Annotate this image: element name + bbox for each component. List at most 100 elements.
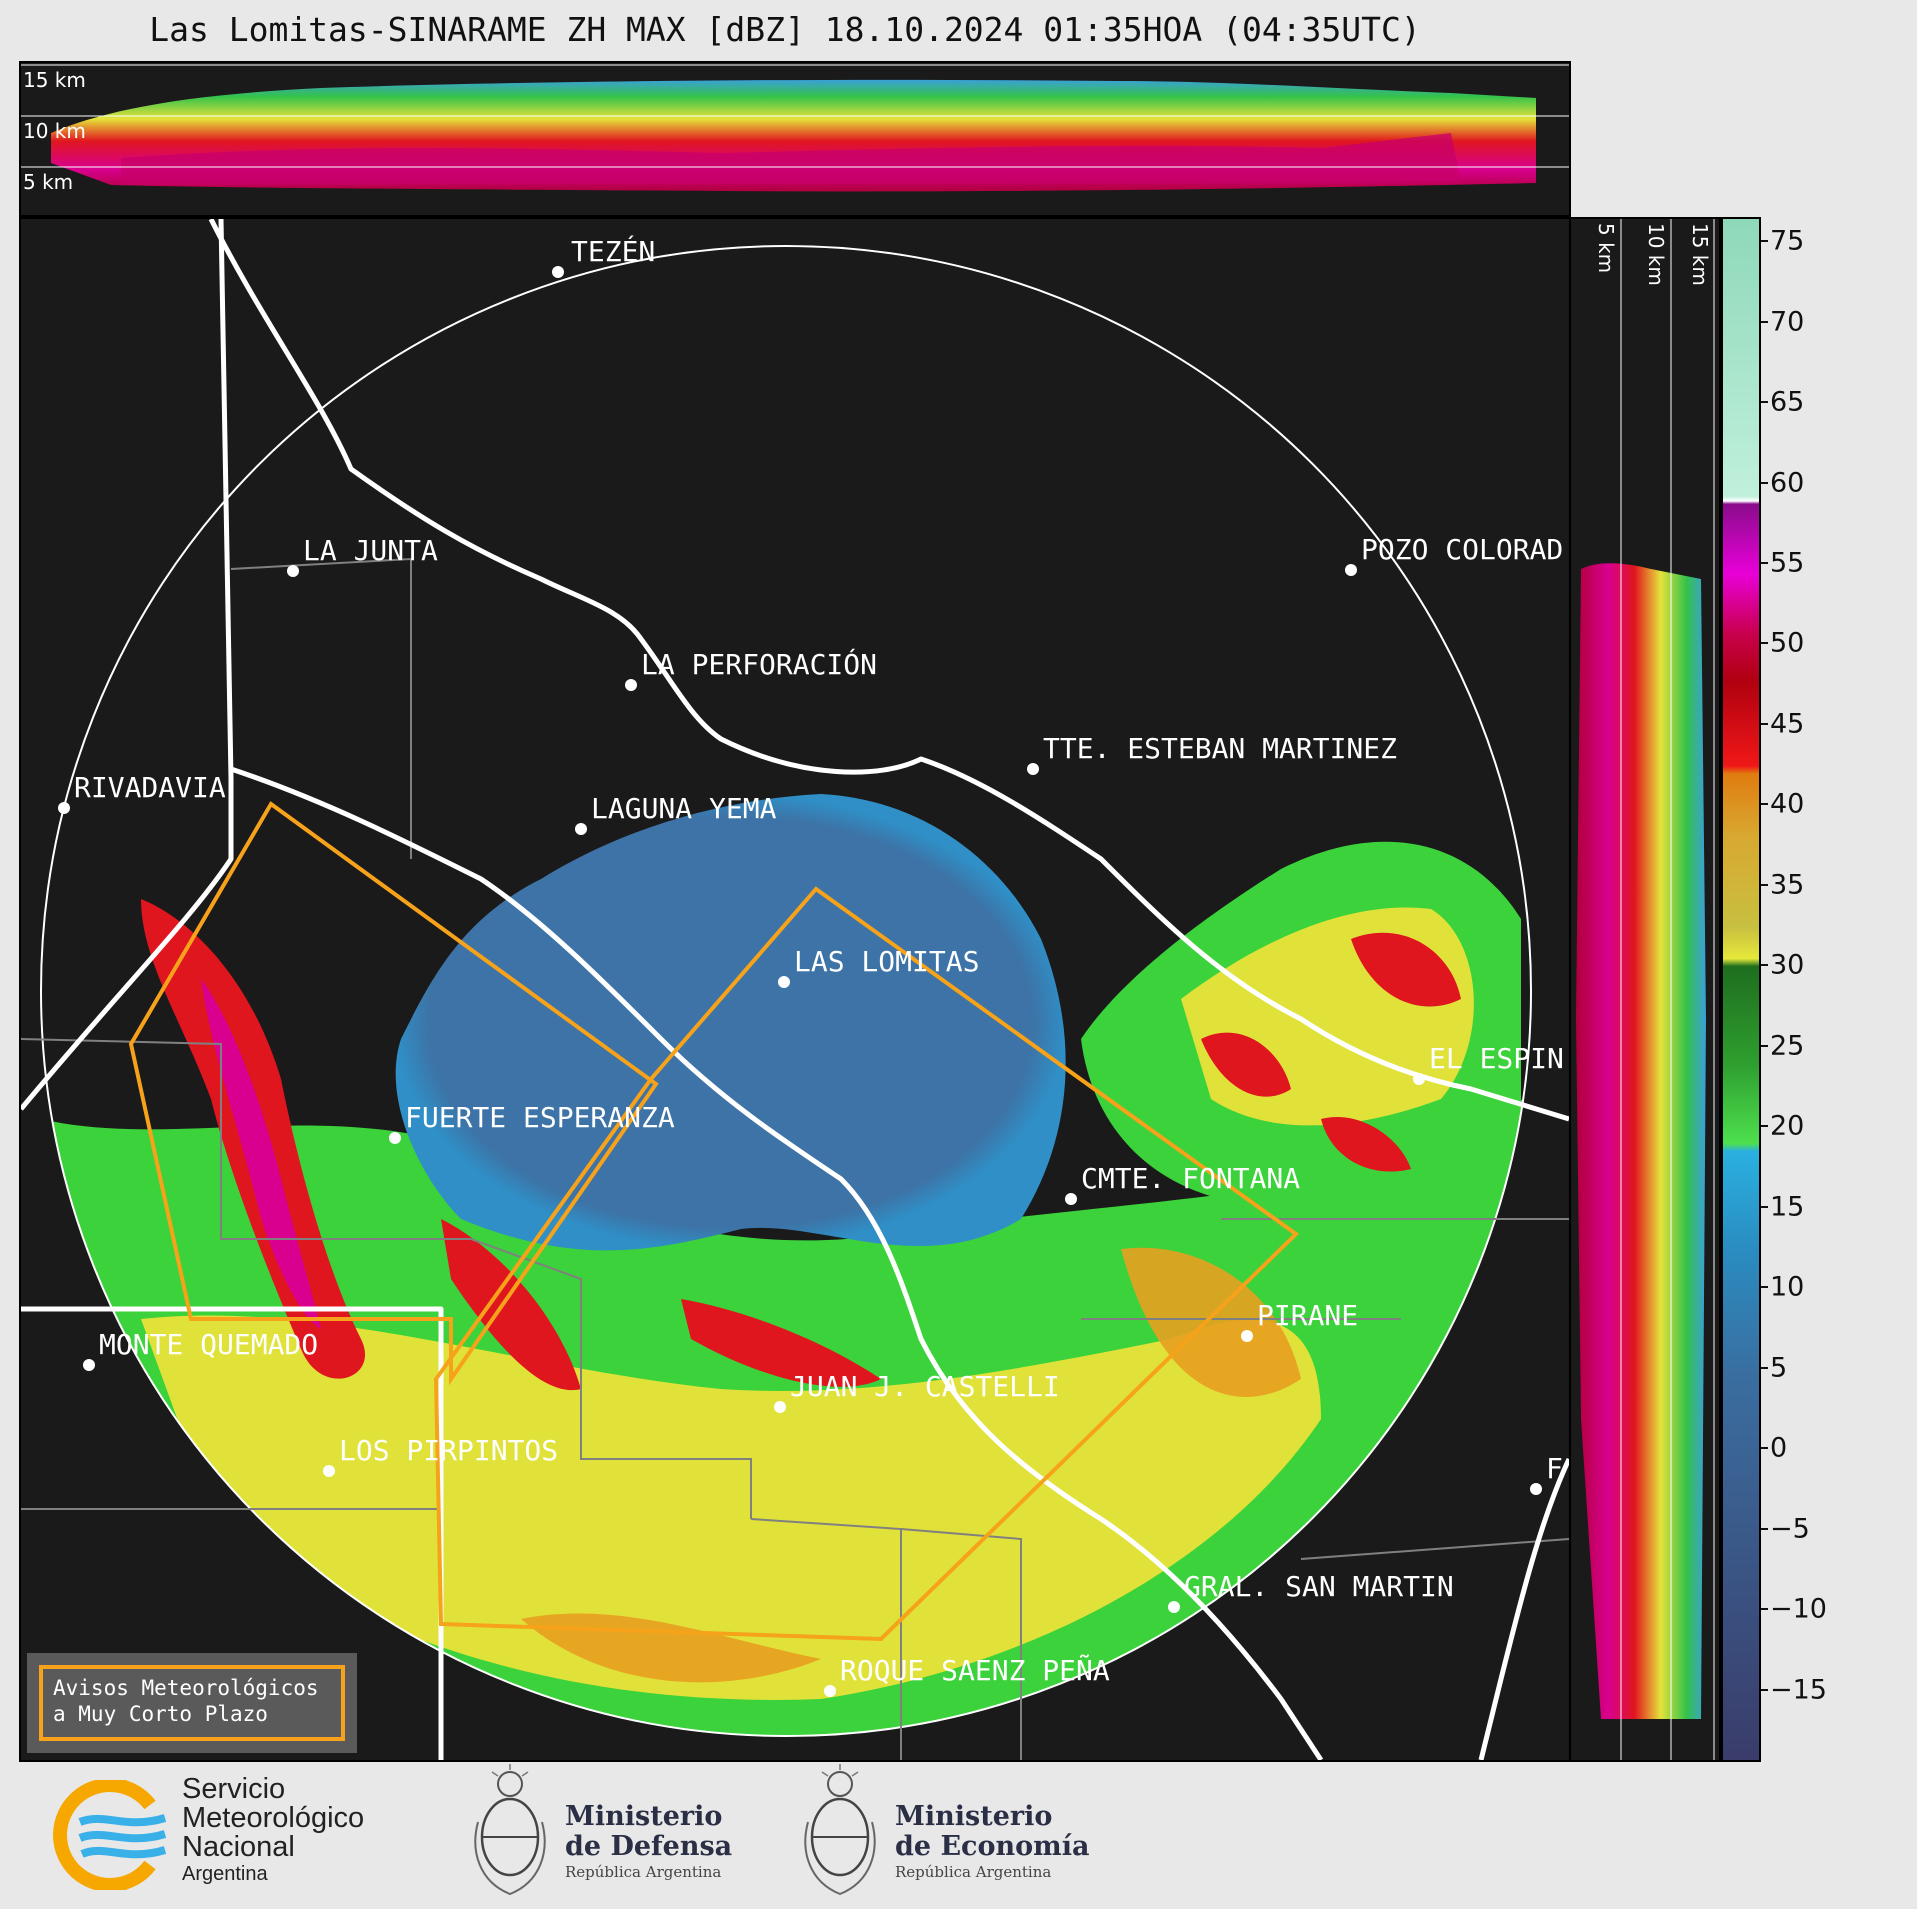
smn-line2: Meteorológico — [182, 1802, 365, 1834]
colorbar-tick-mark — [1761, 1608, 1768, 1611]
top-label-5km: 5 km — [23, 170, 73, 194]
colorbar-tick-label: 75 — [1770, 225, 1805, 257]
colorbar-tick-label: 25 — [1770, 1030, 1805, 1062]
side-height-profile-svg: 5 km 10 km 15 km — [1576, 219, 1715, 1760]
svg-text:ROQUE SAENZ PEÑA: ROQUE SAENZ PEÑA — [840, 1653, 1110, 1687]
colorbar-tick-label: 55 — [1770, 547, 1805, 579]
colorbar-tick-label: 50 — [1770, 627, 1805, 659]
defensa-logo: Ministerio de Defensa República Argentin… — [470, 1762, 770, 1902]
svg-text:CMTE. FONTANA: CMTE. FONTANA — [1081, 1162, 1300, 1195]
colorbar-tick-mark — [1761, 964, 1768, 967]
clear-air-echo — [395, 794, 1066, 1251]
svg-text:MONTE QUEMADO: MONTE QUEMADO — [99, 1328, 318, 1361]
svg-text:LOS PIRPINTOS: LOS PIRPINTOS — [339, 1434, 558, 1467]
city-markers: TEZÉN LA JUNTA POZO COLORAD LA PERFORACI… — [58, 234, 1564, 1697]
smn-line4: Argentina — [182, 1863, 268, 1885]
defensa-line2: de Defensa — [565, 1831, 733, 1862]
warning-legend-inner: Avisos Meteorológicos a Muy Corto Plazo — [39, 1665, 345, 1741]
colorbar-tick-mark — [1761, 642, 1768, 645]
colorbar-tick-label: 60 — [1770, 467, 1805, 499]
svg-text:FUERTE ESPERANZA: FUERTE ESPERANZA — [405, 1101, 675, 1134]
echo-east-red — [1201, 932, 1461, 1172]
warning-polygon-south — [433, 886, 1300, 1642]
warning-polygon-west — [128, 801, 659, 1386]
smn-emblem-icon — [53, 1780, 167, 1890]
boundary-west-line — [21, 219, 234, 1111]
colorbar-tick-mark — [1761, 1286, 1768, 1289]
svg-text:GRAL. SAN MARTIN: GRAL. SAN MARTIN — [1184, 1570, 1454, 1603]
city-fuerte-esperanza[interactable]: FUERTE ESPERANZA — [389, 1101, 675, 1144]
city-roque-saenz-pena[interactable]: ROQUE SAENZ PEÑA — [824, 1653, 1110, 1697]
economia-logo: Ministerio de Economía República Argenti… — [800, 1762, 1120, 1902]
svg-text:PIRANE: PIRANE — [1257, 1299, 1358, 1332]
svg-text:LAGUNA YEMA: LAGUNA YEMA — [591, 792, 777, 825]
city-tte-esteban-martinez[interactable]: TTE. ESTEBAN MARTINEZ — [1027, 732, 1397, 775]
boundary-central-river — [230, 766, 1324, 1760]
city-juan-j-castelli[interactable]: JUAN J. CASTELLI — [774, 1370, 1060, 1413]
city-el-espin[interactable]: EL ESPIN — [1413, 1042, 1564, 1085]
city-pirane[interactable]: PIRANE — [1241, 1299, 1358, 1342]
side-label-10km: 10 km — [1644, 223, 1668, 286]
svg-text:LA PERFORACIÓN: LA PERFORACIÓN — [641, 647, 877, 681]
colorbar-fill — [1723, 219, 1759, 1760]
defensa-line1: Ministerio — [565, 1801, 723, 1832]
top-height-profile-svg: 15 km 10 km 5 km — [21, 64, 1569, 194]
reflectivity-colorbar — [1721, 217, 1761, 1762]
colorbar-tick-mark — [1761, 401, 1768, 404]
colorbar-tick-mark — [1761, 1125, 1768, 1128]
colorbar-tick-mark — [1761, 562, 1768, 565]
colorbar-tick-mark — [1761, 722, 1768, 725]
colorbar-tick-mark — [1761, 1688, 1768, 1691]
svg-text:TEZÉN: TEZÉN — [571, 234, 655, 268]
side-height-profile-panel: 5 km 10 km 15 km — [1569, 217, 1721, 1762]
colorbar-tick-label: −5 — [1770, 1513, 1810, 1545]
top-echo-core — [121, 133, 1461, 185]
city-laguna-yema[interactable]: LAGUNA YEMA — [575, 792, 777, 835]
smn-line1: Servicio — [182, 1773, 286, 1805]
city-la-perforacion[interactable]: LA PERFORACIÓN — [625, 647, 877, 691]
colorbar-svg — [1723, 219, 1759, 1760]
page-title: Las Lomitas-SINARAME ZH MAX [dBZ] 18.10.… — [149, 10, 1421, 49]
echo-central-red — [441, 1219, 881, 1391]
economia-line2: de Economía — [895, 1831, 1090, 1862]
svg-text:EL ESPIN: EL ESPIN — [1429, 1042, 1564, 1075]
top-label-10km: 10 km — [23, 119, 86, 143]
smn-line3: Nacional — [182, 1831, 295, 1863]
boundary-se-river — [1478, 1457, 1569, 1760]
radar-map-svg: TEZÉN LA JUNTA POZO COLORAD LA PERFORACI… — [21, 219, 1569, 1760]
national-coat-of-arms-icon — [804, 1764, 876, 1896]
colorbar-tick-mark — [1761, 1044, 1768, 1047]
colorbar-tick-mark — [1761, 1527, 1768, 1530]
city-gral-san-martin[interactable]: GRAL. SAN MARTIN — [1168, 1570, 1454, 1613]
side-echo-band — [1576, 563, 1706, 1719]
colorbar-tick-label: 35 — [1770, 869, 1805, 901]
colorbar-tick-mark — [1761, 240, 1768, 243]
smn-logo: Servicio Meteorológico Nacional Argentin… — [50, 1775, 410, 1895]
svg-text:LAS LOMITAS: LAS LOMITAS — [794, 945, 979, 978]
city-cmte-fontana[interactable]: CMTE. FONTANA — [1065, 1162, 1300, 1205]
colorbar-tick-mark — [1761, 320, 1768, 323]
radar-map-panel: TEZÉN LA JUNTA POZO COLORAD LA PERFORACI… — [19, 217, 1571, 1762]
city-los-pirpintos[interactable]: LOS PIRPINTOS — [323, 1434, 558, 1477]
city-la-junta[interactable]: LA JUNTA — [287, 534, 438, 577]
precipitation-layer — [41, 794, 1531, 1736]
top-height-profile-panel: 15 km 10 km 5 km — [19, 61, 1571, 217]
boundary-north-river — [208, 219, 1569, 1122]
echo-west-magenta — [201, 979, 321, 1329]
colorbar-tick-mark — [1761, 1447, 1768, 1450]
city-monte-quemado[interactable]: MONTE QUEMADO — [83, 1328, 318, 1371]
colorbar-tick-label: 10 — [1770, 1271, 1805, 1303]
warning-legend-line1: Avisos Meteorológicos — [53, 1676, 319, 1700]
colorbar-tick-label: −15 — [1770, 1674, 1827, 1706]
city-pozo-colorado[interactable]: POZO COLORAD — [1345, 533, 1563, 576]
city-las-lomitas[interactable]: LAS LOMITAS — [778, 945, 979, 988]
top-label-15km: 15 km — [23, 68, 86, 92]
colorbar-tick-label: 20 — [1770, 1110, 1805, 1142]
svg-text:JUAN J. CASTELLI: JUAN J. CASTELLI — [790, 1370, 1060, 1403]
city-tezen[interactable]: TEZÉN — [552, 234, 655, 278]
colorbar-tick-mark — [1761, 1366, 1768, 1369]
city-rivadavia[interactable]: RIVADAVIA — [58, 771, 226, 814]
defensa-line3: República Argentina — [565, 1863, 722, 1881]
city-formosa-partial[interactable]: F — [1530, 1452, 1563, 1495]
warning-legend-line2: a Muy Corto Plazo — [53, 1702, 268, 1726]
